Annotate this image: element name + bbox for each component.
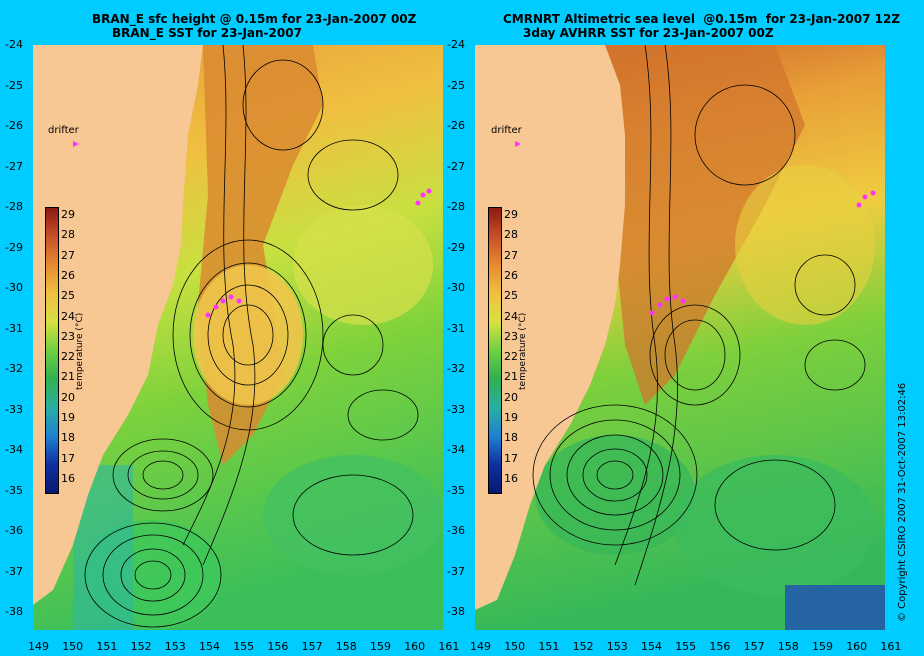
y-tick-label: -25 bbox=[5, 78, 23, 92]
x-tick-label: 150 bbox=[62, 640, 84, 653]
right-sst-map bbox=[475, 45, 885, 630]
y-tick-label: -27 bbox=[447, 159, 465, 173]
x-tick-label: 154 bbox=[199, 640, 220, 653]
y-tick-label: -32 bbox=[447, 362, 465, 375]
x-tick-label: 151 bbox=[96, 640, 118, 653]
left-colorbar bbox=[45, 207, 59, 494]
colorbar-tick-label: 21 bbox=[61, 370, 75, 384]
y-tick-label: -35 bbox=[5, 483, 23, 497]
colorbar-tick-label: 19 bbox=[504, 411, 518, 424]
y-tick-label: -30 bbox=[447, 281, 465, 294]
colorbar-tick-label: 28 bbox=[61, 228, 75, 242]
y-tick-label: -36 bbox=[5, 524, 23, 537]
x-tick-label: 153 bbox=[164, 640, 186, 653]
colorbar-tick-label: 27 bbox=[61, 248, 75, 262]
colorbar-tick-label: 26 bbox=[504, 268, 518, 282]
x-tick-label: 157 bbox=[301, 640, 323, 653]
y-tick-label: -31 bbox=[5, 321, 23, 335]
copyright-text: © Copyright CSIRO 2007 31-Oct-2007 13:02… bbox=[897, 382, 908, 622]
x-tick-label: 156 bbox=[267, 640, 289, 653]
y-tick-label: -25 bbox=[447, 78, 465, 92]
y-tick-label: -32 bbox=[5, 362, 23, 375]
y-tick-label: -33 bbox=[5, 402, 23, 416]
colorbar-tick-label: 25 bbox=[61, 289, 75, 303]
y-tick-label: -26 bbox=[5, 119, 23, 132]
right-colorbar-label: temperature (°C) bbox=[518, 312, 528, 390]
x-tick-label: 149 bbox=[28, 640, 49, 653]
left-drifter-label: drifter bbox=[48, 125, 79, 136]
y-tick-label: -34 bbox=[447, 443, 465, 456]
right-drifter-label: drifter bbox=[491, 125, 522, 136]
colorbar-tick-label: 17 bbox=[61, 451, 75, 465]
x-tick-label: 160 bbox=[404, 640, 426, 653]
colorbar-tick-label: 26 bbox=[61, 268, 75, 282]
y-tick-label: -24 bbox=[5, 38, 23, 51]
y-tick-label: -24 bbox=[447, 38, 465, 51]
left-title-line1: BRAN_E sfc height @ 0.15m for 23-Jan-200… bbox=[92, 12, 417, 26]
colorbar-tick-label: 24 bbox=[61, 309, 75, 323]
y-tick-label: -28 bbox=[447, 200, 465, 213]
y-tick-label: -26 bbox=[447, 119, 465, 132]
x-tick-label: 150 bbox=[504, 640, 526, 653]
x-tick-label: 151 bbox=[538, 640, 560, 653]
y-tick-label: -38 bbox=[5, 605, 23, 618]
colorbar-tick-label: 29 bbox=[504, 208, 518, 221]
right-colorbar bbox=[488, 207, 502, 494]
y-tick-label: -35 bbox=[447, 483, 465, 497]
x-tick-label: 158 bbox=[335, 640, 357, 653]
right-map-panel bbox=[475, 45, 885, 630]
x-tick-label: 154 bbox=[641, 640, 662, 653]
x-tick-label: 157 bbox=[743, 640, 765, 653]
colorbar-tick-label: 18 bbox=[61, 431, 75, 445]
x-tick-label: 159 bbox=[370, 640, 391, 653]
x-tick-label: 156 bbox=[709, 640, 731, 653]
colorbar-tick-label: 23 bbox=[504, 329, 518, 343]
y-tick-label: -34 bbox=[5, 443, 23, 456]
colorbar-tick-label: 22 bbox=[504, 350, 518, 364]
x-tick-label: 152 bbox=[572, 640, 594, 653]
colorbar-tick-label: 25 bbox=[504, 289, 518, 303]
colorbar-tick-label: 27 bbox=[504, 248, 518, 262]
y-tick-label: -38 bbox=[447, 605, 465, 618]
y-tick-label: -37 bbox=[447, 564, 465, 578]
colorbar-tick-label: 19 bbox=[61, 411, 75, 424]
y-tick-label: -27 bbox=[5, 159, 23, 173]
x-tick-label: 161 bbox=[438, 640, 460, 653]
y-tick-label: -29 bbox=[5, 240, 23, 254]
colorbar-tick-label: 16 bbox=[504, 471, 518, 485]
x-tick-label: 152 bbox=[130, 640, 152, 653]
colorbar-tick-label: 16 bbox=[61, 471, 75, 485]
x-tick-label: 161 bbox=[880, 640, 902, 653]
colorbar-tick-label: 20 bbox=[504, 390, 518, 404]
x-tick-label: 155 bbox=[675, 640, 697, 653]
left-map-panel bbox=[33, 45, 443, 630]
colorbar-tick-label: 29 bbox=[61, 208, 75, 221]
x-tick-label: 159 bbox=[812, 640, 833, 653]
colorbar-tick-label: 24 bbox=[504, 309, 518, 323]
left-sst-map bbox=[33, 45, 443, 630]
right-title-line1: CMRNRT Altimetric sea level @0.15m for 2… bbox=[503, 12, 901, 26]
x-tick-label: 158 bbox=[777, 640, 799, 653]
y-tick-label: -28 bbox=[5, 200, 23, 213]
x-tick-label: 155 bbox=[233, 640, 255, 653]
colorbar-tick-label: 18 bbox=[504, 431, 518, 445]
colorbar-tick-label: 22 bbox=[61, 350, 75, 364]
colorbar-tick-label: 21 bbox=[504, 370, 518, 384]
left-colorbar-label: temperature (°C) bbox=[75, 312, 85, 390]
colorbar-tick-label: 28 bbox=[504, 228, 518, 242]
y-tick-label: -30 bbox=[5, 281, 23, 294]
right-title-line2: 3day AVHRR SST for 23-Jan-2007 00Z bbox=[523, 26, 774, 40]
y-tick-label: -33 bbox=[447, 402, 465, 416]
x-tick-label: 160 bbox=[846, 640, 868, 653]
y-tick-label: -31 bbox=[447, 321, 465, 335]
y-tick-label: -29 bbox=[447, 240, 465, 254]
left-title-line2: BRAN_E SST for 23-Jan-2007 bbox=[112, 26, 302, 40]
y-tick-label: -36 bbox=[447, 524, 465, 537]
y-tick-label: -37 bbox=[5, 564, 23, 578]
colorbar-tick-label: 23 bbox=[61, 329, 75, 343]
x-tick-label: 149 bbox=[470, 640, 491, 653]
colorbar-tick-label: 20 bbox=[61, 390, 75, 404]
x-tick-label: 153 bbox=[606, 640, 628, 653]
colorbar-tick-label: 17 bbox=[504, 451, 518, 465]
